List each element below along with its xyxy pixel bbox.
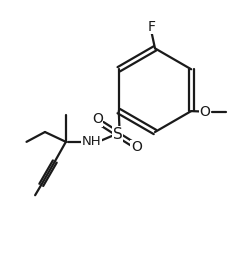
Text: NH: NH [82, 135, 102, 148]
Text: O: O [92, 112, 103, 126]
Text: O: O [131, 140, 142, 154]
Text: F: F [147, 20, 155, 34]
Text: S: S [113, 127, 123, 142]
Text: O: O [199, 105, 210, 119]
